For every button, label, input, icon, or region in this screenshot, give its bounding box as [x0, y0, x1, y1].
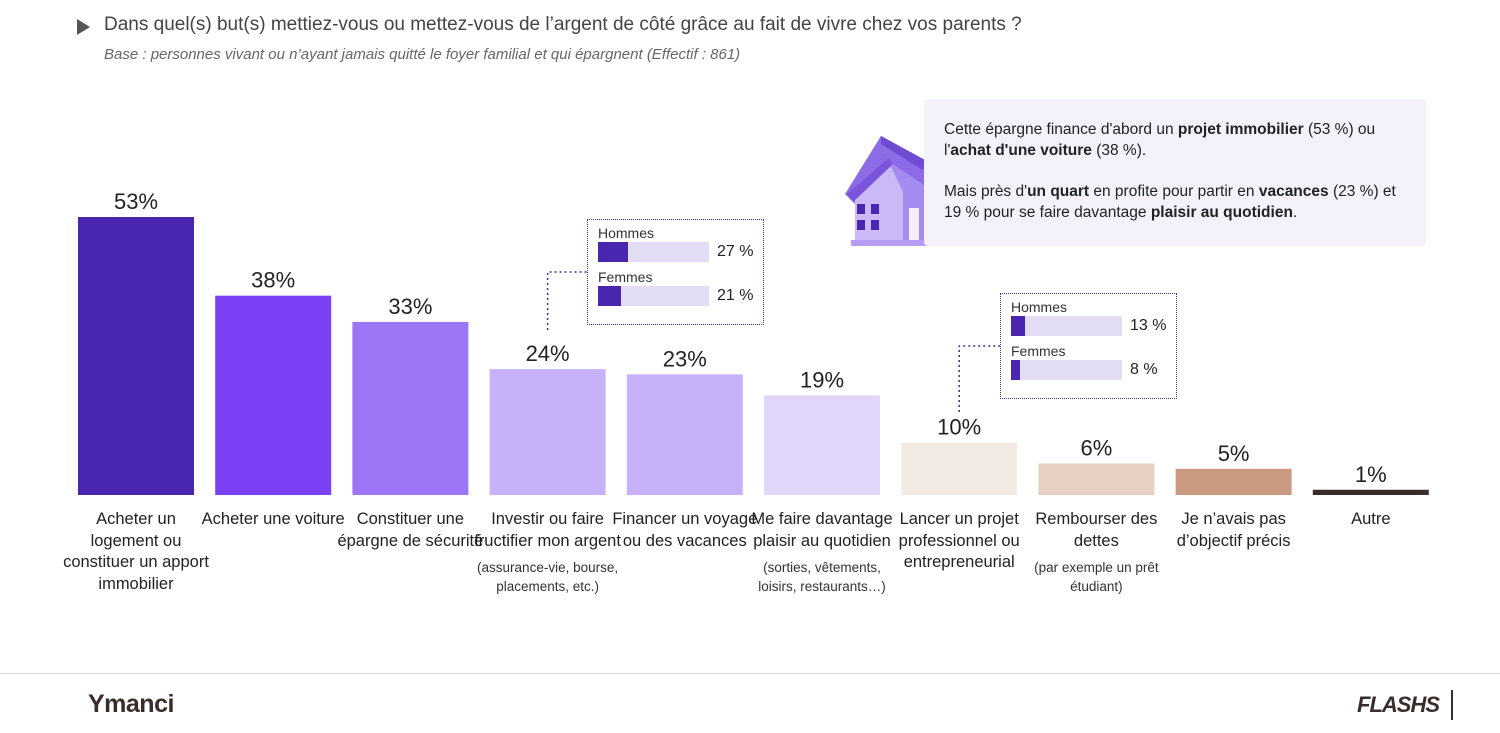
category-label-7: Lancer un projet professionnel ou entrep…	[898, 510, 1020, 571]
value-label-6: 19%	[800, 367, 844, 392]
value-label-5: 23%	[663, 346, 707, 371]
flashs-logo: FLASHS	[1357, 692, 1440, 717]
bar-3	[352, 321, 469, 495]
gender-row: 8 %	[1011, 360, 1168, 380]
ymanci-logo[interactable]: Ymanci	[88, 690, 174, 718]
bar-9	[1175, 468, 1292, 495]
category-label-1: Acheter un logement ou constituer un app…	[63, 510, 209, 593]
value-label-2: 38%	[251, 268, 295, 293]
value-label-9: 5%	[1218, 441, 1250, 466]
bar-2	[215, 295, 332, 495]
category-label-2: Acheter une voiture	[201, 510, 345, 528]
bar-1	[78, 217, 194, 495]
bar-8	[1038, 463, 1155, 495]
gender-label: Hommes	[598, 225, 655, 241]
category-label-8: Rembourser des dettes (par exemple un prê…	[1034, 510, 1159, 594]
bar-5	[626, 374, 743, 495]
gender-value: 13 %	[1130, 317, 1167, 334]
gender-bar-fill	[1011, 360, 1020, 380]
gender-bar-fill	[598, 286, 622, 306]
category-label-10: Autre	[1351, 510, 1391, 528]
gender-box-2: Hommes 13 % Femmes 8 %	[1000, 293, 1177, 399]
title-triangle-icon	[77, 19, 90, 35]
value-label-1: 53%	[114, 189, 158, 214]
footer-separator	[1451, 690, 1453, 720]
category-label-6: Me faire davantage plaisir au quotidien(…	[751, 510, 893, 594]
gender-box-1: Hommes 27 % Femmes 21 %	[587, 219, 764, 325]
gender-value: 27 %	[717, 243, 754, 260]
gender-bar-track	[1011, 360, 1122, 380]
connector-line-1	[546, 271, 587, 330]
category-label-5: Financer un voyage ou des vacances	[612, 510, 758, 550]
bar-10	[1312, 489, 1429, 495]
insight-callout: Cette épargne finance d'abord un projet …	[924, 99, 1426, 246]
bar-7	[901, 442, 1018, 495]
bar-6	[764, 395, 880, 495]
connector-line-2	[958, 345, 1000, 412]
gender-bar-fill	[598, 242, 628, 262]
gender-bar-fill	[1011, 316, 1026, 336]
category-label-3: Constituer une épargne de sécurité	[337, 510, 484, 550]
gender-row: 13 %	[1011, 316, 1168, 336]
chart-title: Dans quel(s) but(s) mettiez-vous ou mett…	[104, 14, 1022, 35]
category-label-9: Je n’avais pas d’objectif précis	[1176, 510, 1291, 550]
gender-value: 21 %	[717, 287, 754, 304]
gender-bar-track	[598, 242, 709, 262]
value-label-3: 33%	[388, 294, 432, 319]
gender-value: 8 %	[1130, 361, 1158, 378]
category-label-4: Investir ou faire fructifier mon argent(…	[474, 510, 621, 594]
callout-paragraph-1: Cette épargne finance d'abord un projet …	[944, 121, 1376, 159]
gender-label: Hommes	[1011, 299, 1068, 315]
footer-divider	[0, 673, 1500, 674]
gender-row: 27 %	[598, 242, 755, 262]
gender-bar-track	[1011, 316, 1122, 336]
value-label-7: 10%	[937, 415, 981, 440]
value-label-10: 1%	[1355, 462, 1387, 487]
chart-subtitle: Base : personnes vivant ou n’ayant jamai…	[104, 46, 741, 63]
house-icon	[845, 136, 933, 246]
gender-row: 21 %	[598, 286, 755, 306]
gender-bar-track	[598, 286, 709, 306]
value-label-8: 6%	[1081, 436, 1113, 461]
gender-label: Femmes	[1011, 343, 1066, 359]
gender-label: Femmes	[598, 269, 653, 285]
value-label-4: 24%	[526, 341, 570, 366]
callout-paragraph-2: Mais près d'un quart en profite pour par…	[944, 183, 1396, 221]
bar-4	[489, 369, 606, 495]
